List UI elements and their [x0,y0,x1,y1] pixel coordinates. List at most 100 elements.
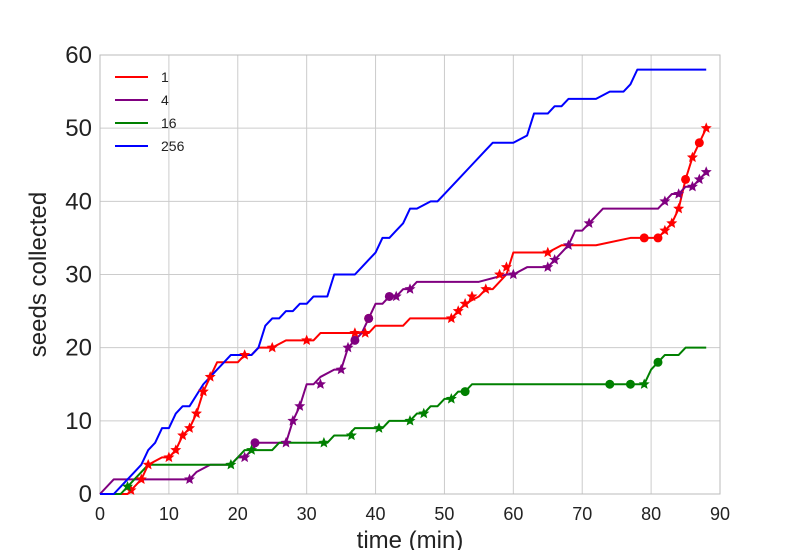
series-16-point [418,407,430,419]
x-tick-label: 10 [159,504,179,524]
series-4-point [239,451,251,463]
series-4-point [364,313,374,323]
series-4-point [507,268,519,280]
series-4-point [673,188,685,199]
series-16-point [445,393,457,404]
series-4-point [542,261,554,272]
legend-label-1: 1 [161,69,169,85]
series-4-point [342,341,354,353]
series-1-point [666,217,678,228]
series-1-point [266,341,278,353]
series-16-point [122,480,134,492]
series-1-point [694,138,704,148]
series-line-1 [100,127,708,495]
series-4-point [184,473,196,485]
series-1-point [659,224,671,236]
x-tick-label: 80 [641,504,661,524]
series-4-point [287,415,299,426]
series-1-point [170,444,182,455]
y-tick-label: 0 [79,481,92,508]
grid-lines [99,54,721,495]
series-16-point [225,458,237,470]
y-tick-label: 20 [65,335,92,362]
series-4-point [583,217,595,228]
legend-label-4: 4 [161,92,169,108]
series-4-point [700,166,712,177]
series-1-point [452,305,464,316]
series-4-point [562,239,574,250]
series-1-point [359,327,371,338]
series-lines [99,68,708,495]
series-1-point [184,422,196,433]
series-4-point [390,290,402,302]
y-tick-label: 60 [65,42,92,69]
series-line-256 [100,68,707,495]
y-axis-title: seeds collected [25,192,52,357]
series-4-point [549,254,561,265]
series-16-point [318,436,330,448]
series-4-point [350,335,360,345]
x-tick-label: 70 [572,504,592,524]
series-line-4 [99,171,707,495]
series-4-point [686,180,698,192]
series-1-point [681,174,691,184]
y-tick-label: 40 [65,188,92,215]
series-4-point [250,438,260,448]
x-tick-label: 30 [297,504,317,524]
series-1-point [204,371,216,382]
series-4-point [335,363,347,375]
x-tick-labels: 0 10 20 30 40 50 60 70 80 90 [95,504,730,524]
series-1-point [142,458,154,470]
series-16-point [404,415,416,426]
legend-label-16: 16 [161,115,177,131]
y-tick-label: 30 [65,262,92,289]
series-1-point [445,312,457,324]
series-4-point [314,378,326,389]
series-1-point [673,202,685,214]
series-1-point [480,283,492,294]
series-1-point [639,233,649,243]
series-16-point [625,379,635,389]
series-16-point [653,357,663,367]
series-16-point [246,444,258,455]
x-axis-title: time (min) [357,527,464,550]
x-tick-label: 0 [95,504,105,524]
series-markers [122,122,712,496]
series-1-point [135,473,147,485]
legend-label-256: 256 [161,138,185,154]
series-1-point [459,297,471,309]
series-1-point [466,290,478,302]
series-1-point [494,268,506,280]
plot-frame [99,54,721,495]
series-16-point [460,387,470,397]
series-4-point [294,400,306,411]
x-tick-label: 20 [228,504,248,524]
series-1-point [349,327,361,338]
series-4-point [280,436,292,448]
y-tick-label: 10 [65,408,92,435]
series-4-point [659,195,671,207]
series-1-point [500,261,512,272]
series-16-point [605,379,615,389]
series-1-point [239,349,251,360]
x-tick-label: 50 [434,504,454,524]
series-1-point [700,122,712,133]
series-16-point [345,429,357,441]
series-1-point [653,233,663,243]
legend: 1 4 16 256 [115,69,185,154]
series-4-point [404,283,416,294]
series-16-point [373,422,385,433]
series-1-point [542,246,554,258]
series-1-point [686,151,698,163]
series-1-point [190,407,202,419]
x-tick-label: 90 [710,504,730,524]
y-tick-label: 50 [65,115,92,142]
series-1-point [163,451,175,463]
series-4-point [693,173,705,185]
y-tick-labels: 0 10 20 30 40 50 60 [65,42,92,508]
x-tick-label: 60 [503,504,523,524]
series-4-point [384,291,394,301]
series-1-point [301,334,313,346]
x-tick-label: 40 [366,504,386,524]
